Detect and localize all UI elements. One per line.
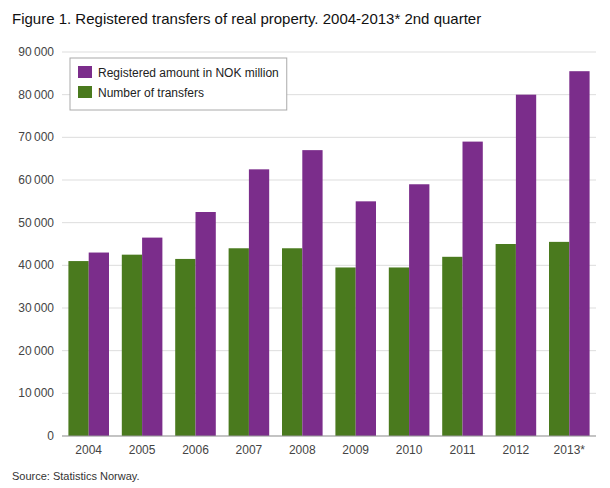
x-tick-label: 2005: [129, 443, 156, 457]
bar: [89, 253, 109, 436]
x-tick-label: 2004: [75, 443, 102, 457]
bar: [463, 142, 483, 436]
bar: [122, 255, 142, 436]
y-tick-label: 80 000: [18, 88, 54, 102]
x-tick-label: 2008: [289, 443, 316, 457]
bar: [356, 201, 376, 436]
y-tick-label: 0: [47, 429, 54, 443]
chart: Figure 1. Registered transfers of real p…: [0, 0, 610, 488]
y-tick-label: 70 000: [18, 130, 54, 144]
x-tick-label: 2009: [342, 443, 369, 457]
bar: [68, 261, 88, 436]
legend-swatch: [78, 86, 92, 98]
grid: [62, 52, 596, 436]
x-tick-label: 2013*: [554, 443, 586, 457]
bar: [549, 242, 569, 436]
bar: [175, 259, 195, 436]
x-tick-label: 2012: [503, 443, 530, 457]
x-tick-label: 2010: [396, 443, 423, 457]
legend-label: Registered amount in NOK million: [98, 66, 279, 80]
x-axis-line: [62, 436, 596, 437]
bar: [282, 248, 302, 436]
x-tick-label: 2006: [182, 443, 209, 457]
grid-line: [62, 436, 596, 437]
bars: [68, 71, 589, 436]
y-tick-label: 90 000: [18, 45, 54, 59]
bar: [496, 244, 516, 436]
x-tick-label: 2007: [236, 443, 263, 457]
title: Figure 1. Registered transfers of real p…: [12, 10, 481, 27]
bar: [335, 267, 355, 436]
bar: [302, 150, 322, 436]
y-tick-label: 40 000: [18, 258, 54, 272]
bar: [196, 212, 216, 436]
y-tick-label: 60 000: [18, 173, 54, 187]
bar: [409, 184, 429, 436]
bar: [442, 257, 462, 436]
grid-line: [62, 52, 596, 53]
source: Source: Statistics Norway.: [12, 470, 140, 482]
y-tick-label: 50 000: [18, 216, 54, 230]
y-tick-label: 30 000: [18, 301, 54, 315]
legend-swatch: [78, 66, 92, 78]
bar: [516, 95, 536, 436]
legend: Registered amount in NOK million Number o…: [70, 58, 287, 110]
legend-label: Number of transfers: [98, 86, 204, 100]
bar: [142, 238, 162, 436]
bar: [229, 248, 249, 436]
bar: [389, 267, 409, 436]
bar: [569, 71, 589, 436]
y-tick-label: 20 000: [18, 344, 54, 358]
y-tick-label: 10 000: [18, 386, 54, 400]
legend-frame: [70, 58, 287, 110]
bar: [249, 169, 269, 436]
x-tick-label: 2011: [450, 443, 476, 457]
